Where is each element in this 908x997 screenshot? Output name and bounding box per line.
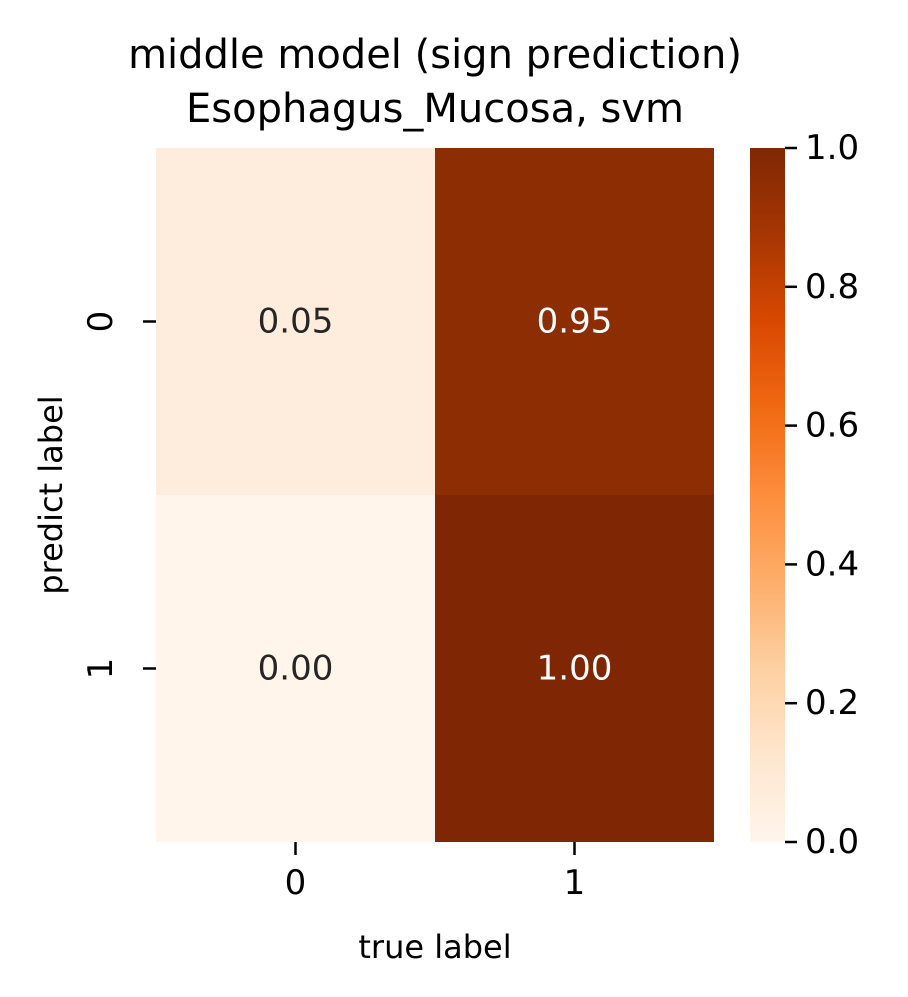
chart-title-line-2: Esophagus_Mucosa, svm bbox=[186, 86, 684, 132]
heatmap-cell-1-1 bbox=[435, 495, 714, 842]
y-tick-label-1: 1 bbox=[81, 658, 121, 680]
colorbar-tick-label-5: 1.0 bbox=[805, 128, 859, 168]
heatmap-cell-0-1 bbox=[435, 148, 714, 495]
chart-title-line-1: middle model (sign prediction) bbox=[128, 32, 742, 78]
heatmap-cell-1-0 bbox=[156, 495, 435, 842]
cell-label-1-0: 0.00 bbox=[258, 649, 334, 689]
heatmap-cell-labels: 0.05 0.95 0.00 1.00 bbox=[258, 302, 613, 689]
colorbar-gradient bbox=[750, 148, 785, 842]
cell-label-1-1: 1.00 bbox=[537, 649, 613, 689]
x-axis: 0 1 true label bbox=[285, 842, 586, 966]
colorbar-tick-label-0: 0.0 bbox=[805, 822, 859, 862]
colorbar: 0.0 0.2 0.4 0.6 0.8 1.0 bbox=[750, 128, 859, 862]
colorbar-tick-label-1: 0.2 bbox=[805, 683, 859, 723]
colorbar-tick-label-2: 0.4 bbox=[805, 544, 859, 584]
colorbar-tick-label-4: 0.8 bbox=[805, 267, 859, 307]
x-tick-label-0: 0 bbox=[285, 863, 307, 903]
cell-label-0-0: 0.05 bbox=[258, 302, 334, 342]
heatmap-cell-0-0 bbox=[156, 148, 435, 495]
heatmap-cells bbox=[156, 148, 714, 842]
y-axis-label: predict label bbox=[32, 395, 70, 594]
colorbar-tick-label-3: 0.6 bbox=[805, 406, 859, 446]
y-axis: 0 1 predict label bbox=[32, 311, 156, 680]
cell-label-0-1: 0.95 bbox=[537, 302, 613, 342]
y-tick-label-0: 0 bbox=[81, 311, 121, 333]
colorbar-ticks: 0.0 0.2 0.4 0.6 0.8 1.0 bbox=[785, 128, 859, 862]
x-axis-label: true label bbox=[358, 928, 511, 966]
x-tick-label-1: 1 bbox=[564, 863, 586, 903]
